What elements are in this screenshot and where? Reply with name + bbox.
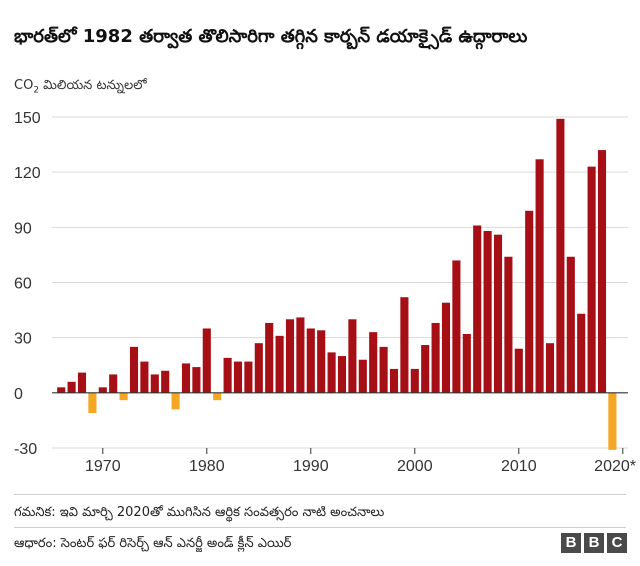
x-tick-label: 2020* <box>594 458 636 475</box>
bar-1994 <box>348 319 357 393</box>
y-tick-label: 30 <box>14 331 32 348</box>
bar-2015 <box>566 256 575 393</box>
logo-letter: B <box>561 533 581 553</box>
unit-prefix: CO <box>14 78 34 93</box>
x-tick-label: 1970 <box>85 458 121 475</box>
bar-1976 <box>161 370 170 393</box>
bar-1979 <box>192 367 201 393</box>
bar-1986 <box>265 322 274 393</box>
bar-1999 <box>400 297 409 393</box>
bar-2006 <box>473 225 482 393</box>
bar-1977 <box>171 392 180 410</box>
bars <box>57 118 617 450</box>
bar-1981 <box>213 392 222 401</box>
bar-1998 <box>389 368 399 393</box>
y-tick-label: -30 <box>14 441 37 458</box>
x-tick-label: 2010 <box>501 458 537 475</box>
logo-letter: C <box>607 533 627 553</box>
bar-1973 <box>129 346 139 393</box>
bar-1980 <box>202 328 211 393</box>
bar-1990 <box>306 328 315 393</box>
bar-1988 <box>285 319 295 393</box>
y-tick-label: 0 <box>14 386 23 403</box>
bar-1983 <box>233 361 243 393</box>
bar-2004 <box>452 260 461 393</box>
bar-2019 <box>608 392 617 450</box>
y-tick-label: 90 <box>14 220 32 237</box>
bar-1970 <box>98 387 107 393</box>
bar-2010 <box>514 348 523 393</box>
bar-2003 <box>441 302 451 393</box>
y-axis-unit-label: CO2 మిలియన టన్నులలో <box>14 78 147 96</box>
y-tick-label: 60 <box>14 276 32 293</box>
bar-2009 <box>504 256 513 393</box>
bar-1978 <box>181 363 191 393</box>
bar-2008 <box>493 234 503 393</box>
bar-1987 <box>275 335 284 393</box>
x-tick-label: 1990 <box>293 458 329 475</box>
bar-2011 <box>525 210 534 393</box>
bar-1967 <box>67 381 76 393</box>
bbc-logo: B B C <box>561 533 627 553</box>
axes: -30 0 30 60 90 120 150 1970 1980 1990 2000 2010 2020… <box>14 110 636 475</box>
y-tick-label: 150 <box>14 110 41 127</box>
y-tick-label: 120 <box>14 165 41 182</box>
bar-2017 <box>587 166 596 393</box>
footnote: గమనిక: ఇవి మార్చి 2020తో ముగిసిన ఆర్థిక … <box>14 505 385 520</box>
chart-title: భారత్‌లో 1982 తర్వాత తొలిసారిగా తగ్గిన క… <box>14 26 528 47</box>
bar-2016 <box>577 313 586 393</box>
bar-1991 <box>317 330 326 393</box>
bar-1974 <box>140 361 149 393</box>
unit-suffix: మిలియన టన్నులలో <box>39 78 147 93</box>
bar-1982 <box>223 357 232 393</box>
divider-line <box>14 494 626 495</box>
bar-2000 <box>410 368 419 393</box>
bar-1993 <box>337 356 347 393</box>
bar-1997 <box>379 346 388 393</box>
bar-1968 <box>77 372 87 393</box>
bar-1975 <box>150 374 159 393</box>
bar-1972 <box>119 392 128 401</box>
bar-2005 <box>462 333 471 393</box>
bar-1996 <box>369 332 378 393</box>
bar-2018 <box>597 150 607 393</box>
bar-1971 <box>109 374 118 393</box>
divider-line <box>14 527 626 528</box>
x-tick-label: 2000 <box>397 458 433 475</box>
source-credit: ఆధారం: సెంటర్ ఫర్ రిసెర్చ్ ఆన్ ఎనర్జీ అం… <box>14 536 292 551</box>
bar-2013 <box>545 343 555 393</box>
bar-1966 <box>57 387 66 393</box>
bar-1989 <box>296 317 305 393</box>
bar-2012 <box>535 159 544 393</box>
unit-subscript: 2 <box>33 85 40 96</box>
bar-1995 <box>358 359 367 393</box>
bar-2001 <box>421 345 430 393</box>
bar-2002 <box>431 322 440 393</box>
bar-2007 <box>483 231 492 393</box>
bar-2014 <box>556 118 565 393</box>
bar-1992 <box>327 352 336 393</box>
bar-1969 <box>88 392 97 414</box>
x-tick-label: 1980 <box>189 458 225 475</box>
bar-1985 <box>254 343 263 393</box>
logo-letter: B <box>584 533 604 553</box>
bar-1984 <box>244 361 253 393</box>
